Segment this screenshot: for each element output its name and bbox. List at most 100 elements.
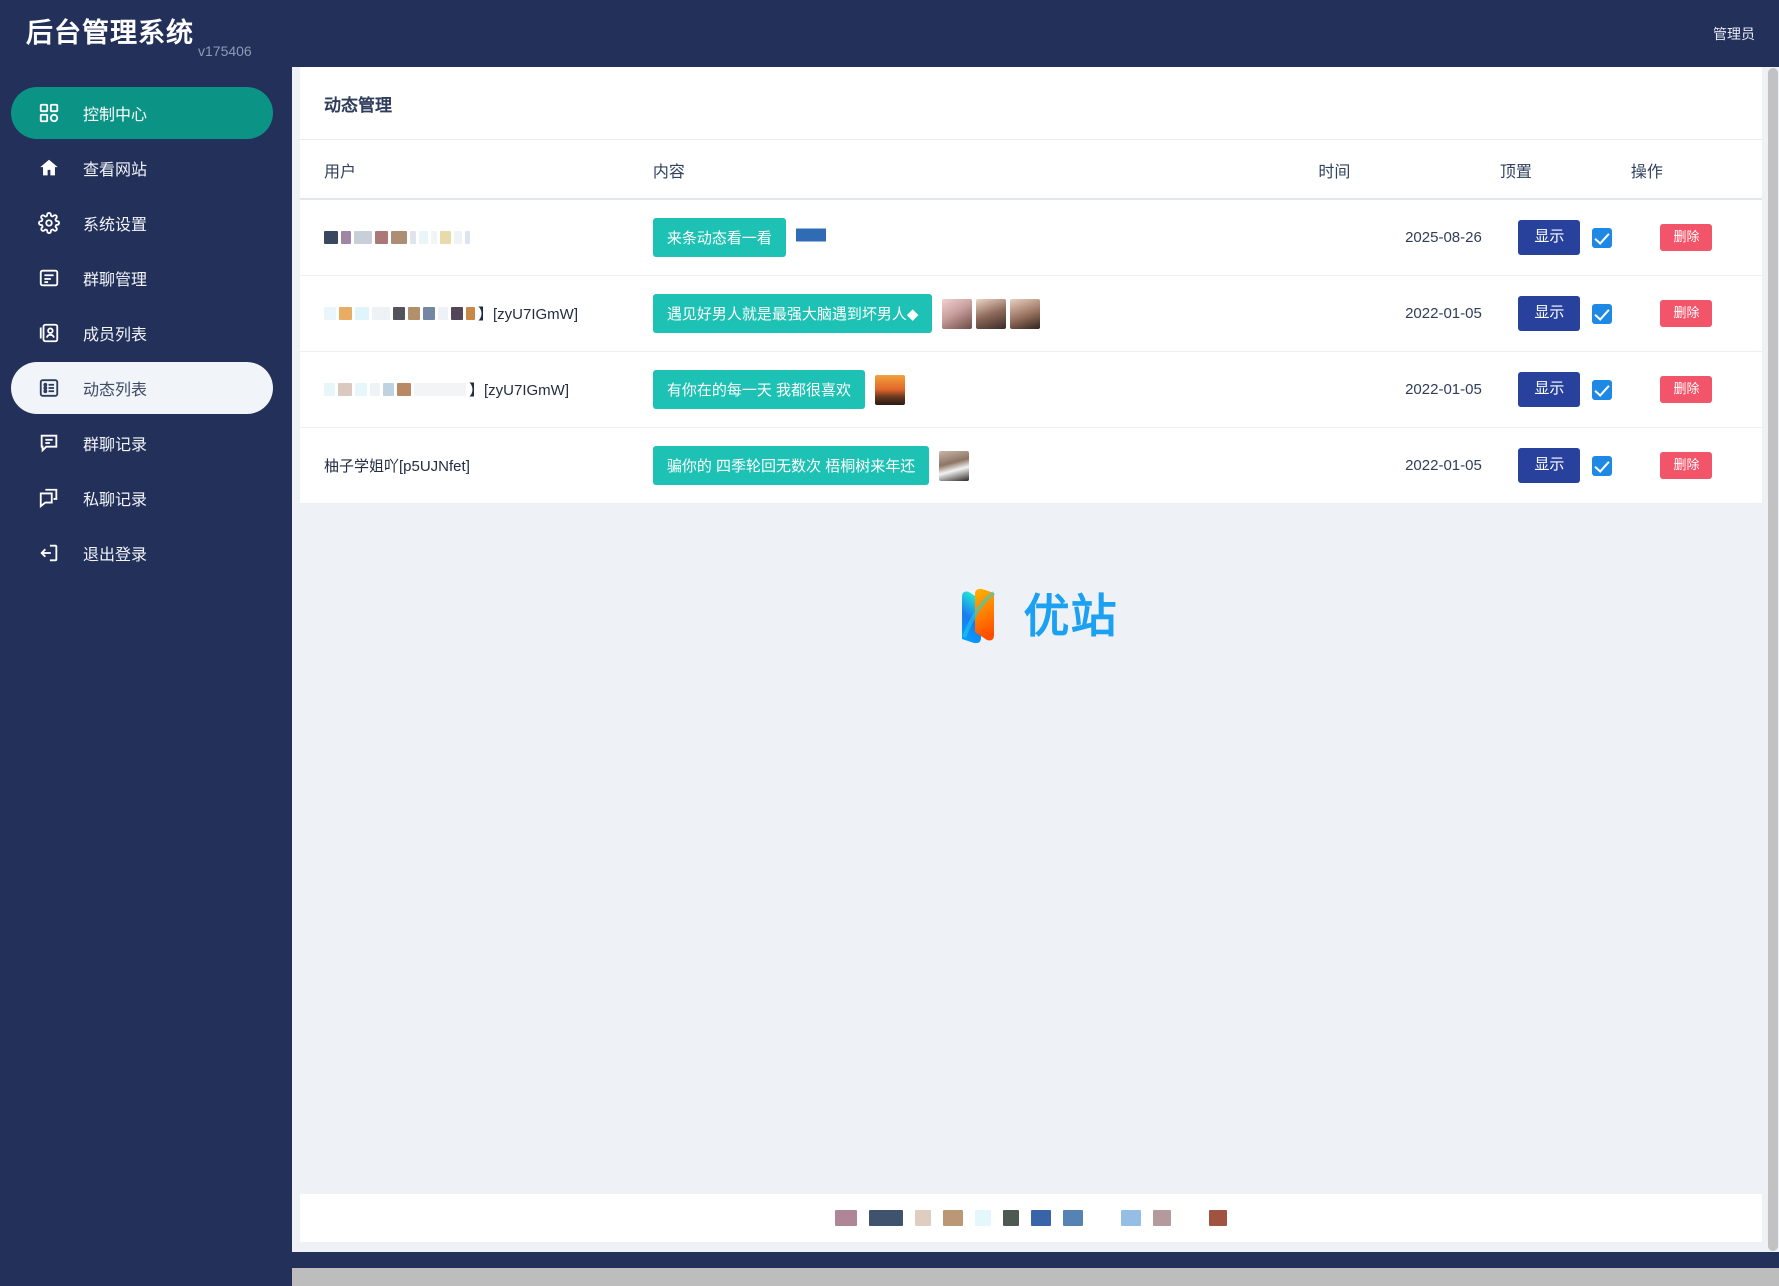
content-bubble: 骗你的 四季轮回无数次 梧桐树来年还 xyxy=(652,446,930,485)
content-thumbnail-image[interactable] xyxy=(942,298,973,329)
home-icon xyxy=(37,156,61,180)
user-name: 柚子学姐吖[p5UJNfet] xyxy=(324,455,653,476)
cell-action: 删除 xyxy=(1630,275,1762,352)
cell-action: 删除 xyxy=(1630,351,1762,428)
table-body: 来条动态看一看 2025-08-26 显示 删除 】[zyU7IGmW] 遇见好男人就是最… xyxy=(300,199,1762,504)
current-user-label[interactable]: 管理员 xyxy=(1713,25,1755,42)
cell-time: 2022-01-05 xyxy=(1318,351,1500,428)
content-scrollbar[interactable] xyxy=(1767,67,1779,1252)
cell-pinned: 显示 xyxy=(1499,275,1631,352)
redacted-text-block xyxy=(410,231,416,244)
redacted-text-block xyxy=(372,307,390,320)
show-button[interactable]: 显示 xyxy=(1518,448,1581,483)
pinned-checkbox[interactable] xyxy=(1592,455,1613,476)
sidebar-item-label: 退出登录 xyxy=(83,547,148,564)
window-bottom-edge-left xyxy=(0,1268,292,1286)
feed-management-panel: 动态管理 用户 内容 时间 顶置 操作 来条动态看一看 2025-08-26 显示删… xyxy=(300,67,1762,504)
user-name: 】[zyU7IGmW] xyxy=(324,303,653,324)
delete-button[interactable]: 删除 xyxy=(1660,224,1713,251)
sidebar-item-group-manage[interactable]: 群聊管理 xyxy=(11,252,292,304)
content-thumbnail-image[interactable] xyxy=(875,374,906,405)
redacted-text-block xyxy=(324,231,338,244)
content-thumbnail-image[interactable] xyxy=(795,222,826,253)
cell-content: 骗你的 四季轮回无数次 梧桐树来年还 xyxy=(652,427,1319,504)
user-name: 】[zyU7IGmW] xyxy=(324,379,653,400)
content-thumbnail-image[interactable] xyxy=(939,450,970,481)
sidebar-item-label: 系统设置 xyxy=(83,217,148,234)
redacted-text-block xyxy=(383,383,394,396)
column-header-action: 操作 xyxy=(1630,140,1762,200)
table-row: 】[zyU7IGmW] 有你在的每一天 我都很喜欢 2022-01-05 显示 删除 xyxy=(300,351,1762,428)
redacted-text-block xyxy=(354,231,372,244)
content-thumbnails xyxy=(942,298,1041,329)
sidebar-item-label: 动态列表 xyxy=(83,382,148,399)
cell-content: 来条动态看一看 xyxy=(652,199,1319,276)
redacted-text-block xyxy=(466,307,475,320)
cell-pinned: 显示 xyxy=(1499,427,1631,504)
sidebar-item-member-list[interactable]: 成员列表 xyxy=(11,307,292,359)
footer-redacted-block xyxy=(1031,1210,1051,1226)
cell-pinned: 显示 xyxy=(1499,351,1631,428)
content-bubble: 有你在的每一天 我都很喜欢 xyxy=(652,370,866,409)
redacted-text-block xyxy=(414,383,466,396)
footer-redacted-block xyxy=(975,1210,991,1226)
show-button[interactable]: 显示 xyxy=(1518,372,1581,407)
column-header-time: 时间 xyxy=(1318,140,1500,200)
sidebar-item-group-history[interactable]: 群聊记录 xyxy=(11,417,292,469)
redacted-text-block xyxy=(440,231,451,244)
top-bar: 后台管理系统 v175406 管理员 xyxy=(0,0,1779,67)
footer-redacted-block xyxy=(1153,1210,1171,1226)
window-bottom-edge xyxy=(0,1268,1779,1286)
contact-card-icon xyxy=(37,321,61,345)
footer-redacted-block xyxy=(835,1210,857,1226)
main-content: 动态管理 用户 内容 时间 顶置 操作 来条动态看一看 2025-08-26 显示删… xyxy=(292,67,1779,1252)
footer-redacted-block xyxy=(1121,1210,1141,1226)
column-header-user: 用户 xyxy=(300,140,653,200)
redacted-text-block xyxy=(408,307,420,320)
sidebar-item-view-site[interactable]: 查看网站 xyxy=(11,142,292,194)
footer-redacted-block xyxy=(1209,1210,1227,1226)
delete-button[interactable]: 删除 xyxy=(1660,300,1713,327)
redacted-text-block xyxy=(339,307,352,320)
cell-user: 】[zyU7IGmW] xyxy=(300,351,653,428)
cell-time: 2025-08-26 xyxy=(1318,199,1500,276)
column-header-content: 内容 xyxy=(652,140,1319,200)
pinned-checkbox[interactable] xyxy=(1592,227,1613,248)
app-version: v175406 xyxy=(198,43,252,59)
footer-redacted-block xyxy=(869,1210,903,1226)
cell-pinned: 显示 xyxy=(1499,199,1631,276)
sidebar-item-logout[interactable]: 退出登录 xyxy=(11,527,292,579)
table-head: 用户 内容 时间 顶置 操作 xyxy=(300,140,1762,200)
table-row: 来条动态看一看 2025-08-26 显示 删除 xyxy=(300,199,1762,276)
pinned-checkbox[interactable] xyxy=(1592,379,1613,400)
sidebar-item-dashboard[interactable]: 控制中心 xyxy=(11,87,273,139)
redacted-text-block xyxy=(465,231,470,244)
content-thumbnail-image[interactable] xyxy=(976,298,1007,329)
delete-button[interactable]: 删除 xyxy=(1660,452,1713,479)
footer-redacted-block xyxy=(915,1210,931,1226)
cell-content: 遇见好男人就是最强大脑遇到坏男人◆ xyxy=(652,275,1319,352)
delete-button[interactable]: 删除 xyxy=(1660,376,1713,403)
pinned-checkbox[interactable] xyxy=(1592,303,1613,324)
redacted-text-block xyxy=(391,231,407,244)
sidebar-item-label: 查看网站 xyxy=(83,162,148,179)
redacted-text-block xyxy=(423,307,435,320)
table-header-row: 用户 内容 时间 顶置 操作 xyxy=(300,140,1762,200)
column-header-pinned: 顶置 xyxy=(1499,140,1631,200)
brand: 后台管理系统 v175406 xyxy=(26,20,252,60)
redacted-text-block xyxy=(431,231,437,244)
panel-header: 动态管理 xyxy=(300,67,1762,140)
sidebar-item-private-history[interactable]: 私聊记录 xyxy=(11,472,292,524)
sidebar-item-feed-list[interactable]: 动态列表 xyxy=(11,362,273,414)
cell-time: 2022-01-05 xyxy=(1318,275,1500,352)
redacted-text-block xyxy=(324,383,335,396)
sidebar-item-system-settings[interactable]: 系统设置 xyxy=(11,197,292,249)
content-thumbnail-image[interactable] xyxy=(1010,298,1041,329)
table-row: 】[zyU7IGmW] 遇见好男人就是最强大脑遇到坏男人◆ 2022-01-05 显示… xyxy=(300,275,1762,352)
show-button[interactable]: 显示 xyxy=(1518,296,1581,331)
footer-redacted-block xyxy=(943,1210,963,1226)
show-button[interactable]: 显示 xyxy=(1518,220,1581,255)
cell-user: 】[zyU7IGmW] xyxy=(300,275,653,352)
footer-redacted-block xyxy=(1003,1210,1019,1226)
content-scrollbar-thumb[interactable] xyxy=(1768,68,1778,1251)
